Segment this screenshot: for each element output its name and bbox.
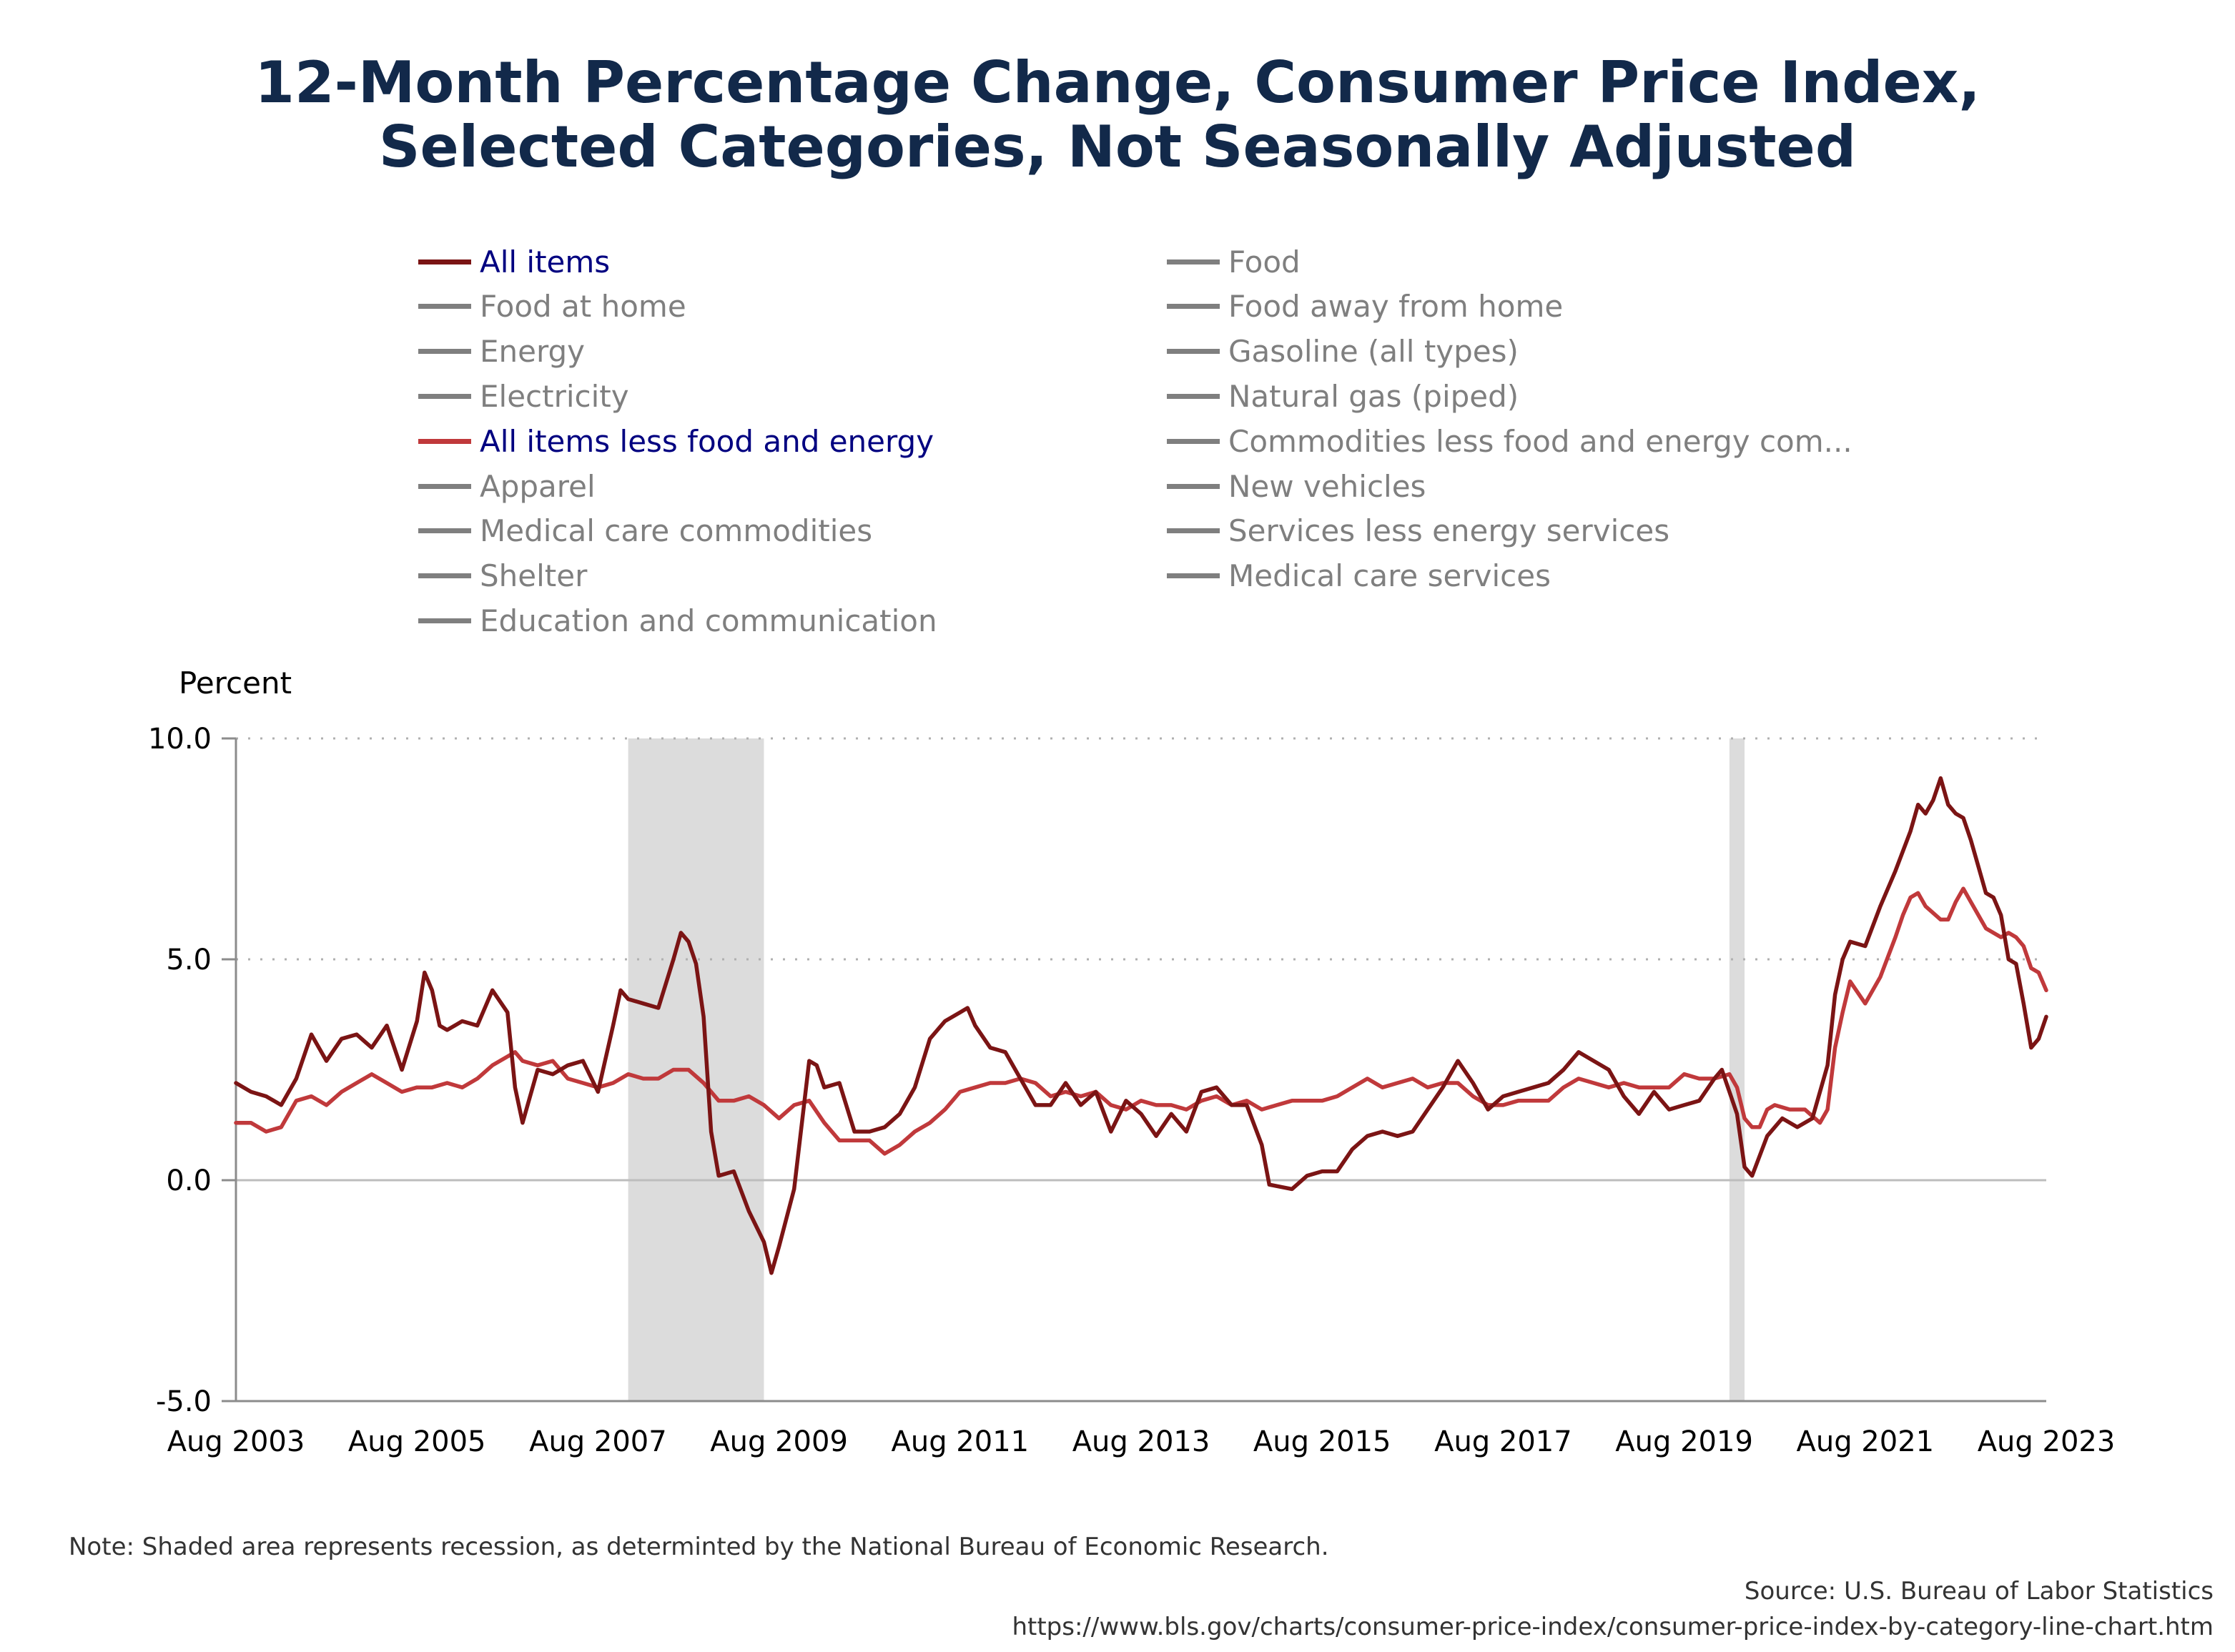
gridlines-layer — [236, 737, 2046, 1182]
legend-swatch — [1167, 393, 1220, 399]
tick-labels-layer: Percent 10.0 5.0 0.0 -5.0 Aug 2003 Aug 2005 Aug… — [148, 666, 2115, 1458]
legend-item-new-vehicles[interactable]: New vehicles — [1167, 465, 1426, 508]
legend-swatch — [1167, 573, 1220, 579]
legend-label: Food at home — [480, 289, 686, 325]
legend-label: All items — [480, 244, 611, 280]
source-url[interactable]: https://www.bls.gov/charts/consumer-pric… — [1012, 1613, 2214, 1641]
y-tick-label: 0.0 — [166, 1164, 212, 1197]
x-tick-label: Aug 2011 — [891, 1425, 1029, 1458]
recession-band-1 — [628, 738, 764, 1401]
x-tick-label: Aug 2015 — [1253, 1425, 1391, 1458]
legend-item-natural-gas-piped[interactable]: Natural gas (piped) — [1167, 375, 1519, 417]
legend-label: Medical care commodities — [480, 513, 873, 549]
legend-label: Commodities less food and energy com... — [1228, 423, 1852, 459]
legend-item-shelter[interactable]: Shelter — [418, 555, 587, 598]
series-line-all-items[interactable] — [234, 776, 2048, 1275]
legend-label: Gasoline (all types) — [1228, 334, 1519, 370]
x-tick-label: Aug 2007 — [529, 1425, 667, 1458]
chart-title-line-1: 12-Month Percentage Change, Consumer Pri… — [255, 49, 1980, 116]
legend-label: Shelter — [480, 558, 588, 594]
legend-item-all-items-less-food-and-energy[interactable]: All items less food and energy — [418, 420, 934, 463]
legend-swatch — [418, 573, 471, 579]
legend-swatch — [418, 259, 471, 264]
legend-item-medical-care-commodities[interactable]: Medical care commodities — [418, 510, 872, 553]
legend-swatch — [1167, 438, 1220, 444]
legend-swatch — [1167, 259, 1220, 264]
x-tick-label: Aug 2009 — [710, 1425, 848, 1458]
legend-item-services-less-energy-services[interactable]: Services less energy services — [1167, 510, 1669, 553]
series-layer — [234, 776, 2048, 1275]
legend-swatch — [1167, 483, 1220, 489]
x-tick-label: Aug 2023 — [1978, 1425, 2116, 1458]
legend-label: Services less energy services — [1228, 513, 1670, 549]
legend-swatch — [418, 483, 471, 489]
legend-item-apparel[interactable]: Apparel — [418, 465, 596, 508]
legend-item-medical-care-services[interactable]: Medical care services — [1167, 555, 1551, 598]
legend-swatch — [1167, 349, 1220, 355]
legend-item-energy[interactable]: Energy — [418, 330, 585, 373]
legend-item-food-away-from-home[interactable]: Food away from home — [1167, 285, 1563, 328]
legend-item-education-and-communication[interactable]: Education and communication — [418, 599, 937, 642]
axes-layer — [222, 737, 2046, 1403]
legend-item-food-at-home[interactable]: Food at home — [418, 285, 686, 328]
y-tick-label: 10.0 — [148, 723, 212, 756]
x-tick-label: Aug 2019 — [1615, 1425, 1753, 1458]
y-axis-label: Percent — [179, 666, 292, 701]
legend-label: Electricity — [480, 378, 629, 414]
chart-title-line-2: Selected Categories, Not Seasonally Adju… — [378, 114, 1857, 180]
x-tick-label: Aug 2005 — [348, 1425, 486, 1458]
legend-label: Apparel — [480, 468, 596, 504]
legend-label: Natural gas (piped) — [1228, 378, 1519, 414]
legend-label: Energy — [480, 334, 586, 370]
legend-item-food[interactable]: Food — [1167, 240, 1301, 283]
legend-swatch — [1167, 528, 1220, 534]
legend-label: Food away from home — [1228, 289, 1564, 325]
legend-swatch — [418, 349, 471, 355]
recession-note: Note: Shaded area represents recession, … — [69, 1533, 1329, 1561]
legend-label: Medical care services — [1228, 558, 1551, 594]
legend-label: New vehicles — [1228, 468, 1426, 504]
legend-swatch — [1167, 304, 1220, 310]
x-tick-label: Aug 2013 — [1072, 1425, 1210, 1458]
legend-item-commodities-less-food-and-energy-com[interactable]: Commodities less food and energy com... — [1167, 420, 1852, 463]
legend-swatch — [418, 393, 471, 399]
legend-label: Food — [1228, 244, 1301, 280]
recession-shading-layer — [628, 738, 1745, 1401]
legend-swatch — [418, 438, 471, 444]
legend-swatch — [418, 618, 471, 623]
legend-swatch — [418, 528, 471, 534]
legend-label: All items less food and energy — [480, 423, 934, 459]
recession-band-2 — [1729, 738, 1745, 1401]
legend-swatch — [418, 304, 471, 310]
legend-label: Education and communication — [480, 603, 937, 638]
source-credit: Source: U.S. Bureau of Labor Statistics — [1744, 1577, 2214, 1606]
legend-item-electricity[interactable]: Electricity — [418, 375, 629, 417]
x-tick-label: Aug 2021 — [1796, 1425, 1934, 1458]
x-tick-label: Aug 2003 — [167, 1425, 305, 1458]
legend-item-all-items[interactable]: All items — [418, 240, 610, 283]
x-tick-label: Aug 2017 — [1434, 1425, 1572, 1458]
y-tick-label: 5.0 — [166, 944, 212, 976]
legend-item-gasoline-all-types[interactable]: Gasoline (all types) — [1167, 330, 1519, 373]
y-tick-label: -5.0 — [156, 1385, 212, 1418]
